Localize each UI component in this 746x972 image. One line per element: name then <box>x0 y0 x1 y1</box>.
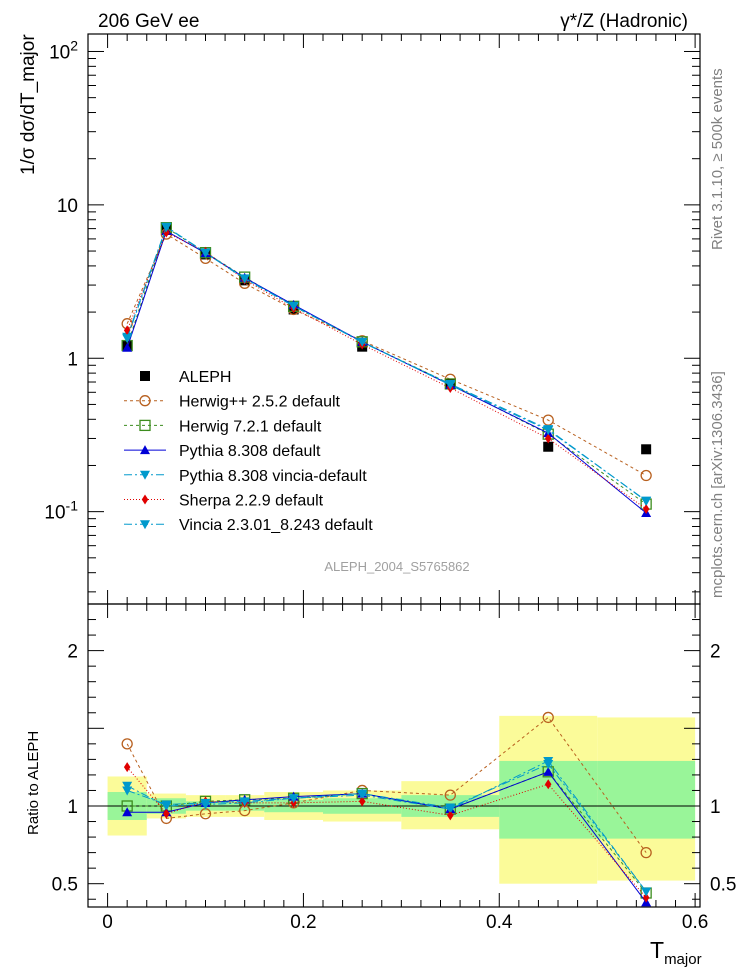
legend-label: Herwig++ 2.5.2 default <box>179 394 341 411</box>
data-point-aleph <box>543 441 554 452</box>
legend-label: Pythia 8.308 vincia-default <box>179 468 367 485</box>
ratio-frame <box>87 603 701 908</box>
x-tick-label: 0.6 <box>682 912 708 933</box>
series-point-5 <box>641 496 652 506</box>
ratio-point-0 <box>121 738 133 750</box>
ratio-y-tick-label: 0.5 <box>52 875 78 896</box>
main-y-tick-label: 1 <box>67 349 78 370</box>
ratio-y-tick-label: 1 <box>67 797 78 818</box>
ratio-point-5 <box>161 800 172 810</box>
series-point-0 <box>640 469 652 482</box>
legend-label: ALEPH <box>179 369 231 386</box>
ratio-y-axis-label: Ratio to ALEPH <box>25 731 42 835</box>
legend-marker <box>139 419 151 432</box>
main-y-tick-label-base: 10 <box>49 42 70 63</box>
series-point-5 <box>543 426 554 436</box>
legend-label: Vincia 2.3.01_8.243 default <box>179 517 373 534</box>
legend-label: Pythia 8.308 default <box>179 443 321 460</box>
legend-marker <box>141 494 149 505</box>
legend-marker <box>140 520 150 530</box>
series-point-0 <box>542 414 554 426</box>
ratio-point-4 <box>544 779 552 790</box>
ratio-point-0 <box>444 789 456 801</box>
x-tick-label: 0.2 <box>290 912 316 933</box>
x-tick-label: 0 <box>102 912 113 933</box>
header-left-label: 206 GeV ee <box>98 11 199 32</box>
series-point-5 <box>200 248 211 258</box>
legend-marker <box>140 470 150 480</box>
ratio-y-tick-label-right: 1 <box>710 797 721 818</box>
ratio-point-5 <box>288 794 299 804</box>
series-line-1 <box>126 226 647 505</box>
ratio-point-5 <box>239 797 250 807</box>
series-point-4 <box>544 433 552 444</box>
ratio-y-tick-label: 2 <box>67 642 78 663</box>
series-point-5 <box>239 274 250 284</box>
main-y-tick-label: 10-1 <box>44 498 78 524</box>
series-point-4 <box>163 227 170 238</box>
series-point-2 <box>122 342 133 352</box>
watermark-label: ALEPH_2004_S5765862 <box>324 559 469 574</box>
x-axis-label-sub: major <box>664 951 702 968</box>
legend-marker <box>140 371 150 381</box>
ratio-point-5 <box>122 786 133 796</box>
series-point-5 <box>288 302 299 312</box>
legend-marker <box>139 395 151 407</box>
mcplots-label: mcplots.cern.ch [arXiv:1306.3436] <box>709 371 726 598</box>
series-point-4 <box>642 504 650 515</box>
ratio-point-2 <box>122 807 133 817</box>
main-y-tick-label-exp: -1 <box>66 498 79 514</box>
ratio-point-5 <box>357 789 368 799</box>
ratio-point-5 <box>641 887 652 897</box>
legend-label: Sherpa 2.2.9 default <box>179 493 324 510</box>
legend: ALEPH Herwig++ 2.5.2 default Herwig 7.2.1 … <box>124 369 373 534</box>
main-y-tick-label-exp: 2 <box>70 37 78 53</box>
series-point-5 <box>357 337 368 347</box>
ratio-band-inner <box>597 760 696 839</box>
ratio-point-4 <box>123 762 131 773</box>
x-tick-label: 0.4 <box>486 912 513 933</box>
ratio-point-3 <box>122 781 133 791</box>
ratio-point-0 <box>640 846 652 859</box>
x-axis-label: Tmajor <box>650 937 702 968</box>
data-point-aleph <box>641 444 652 455</box>
ratio-point-4 <box>447 810 454 821</box>
ratio-point-5 <box>445 803 456 813</box>
ratio-y-tick-label-right: 2 <box>710 642 721 663</box>
main-y-axis-label: 1/σ dσ/dT_major <box>18 34 39 175</box>
ratio-point-2 <box>543 766 554 776</box>
ratio-point-4 <box>163 808 170 819</box>
series-point-5 <box>161 223 172 233</box>
ratio-point-5 <box>200 798 211 808</box>
rivet-label: Rivet 3.1.10, ≥ 500k events <box>709 68 726 250</box>
header-right-label: γ*/Z (Hadronic) <box>560 11 688 32</box>
ratio-y-tick-label-right: 0.5 <box>710 875 736 896</box>
main-y-tick-label: 10 <box>57 196 78 217</box>
ratio-panel: 0 0.2 0.4 0.60.5 0.51 12 2 <box>52 34 736 933</box>
main-y-tick-label: 102 <box>49 37 78 63</box>
main-y-tick-label-base: 10 <box>44 503 65 524</box>
series-point-5 <box>122 334 133 344</box>
series-point-5 <box>445 380 456 390</box>
ratio-point-4 <box>358 796 366 807</box>
series-line-0 <box>126 233 647 476</box>
ratio-point-5 <box>543 760 554 770</box>
ratio-point-0 <box>542 711 554 724</box>
legend-label: Herwig 7.2.1 default <box>179 418 322 435</box>
ratio-point-4 <box>642 892 650 903</box>
ratio-line-5 <box>126 763 647 892</box>
legend-marker <box>140 445 150 455</box>
